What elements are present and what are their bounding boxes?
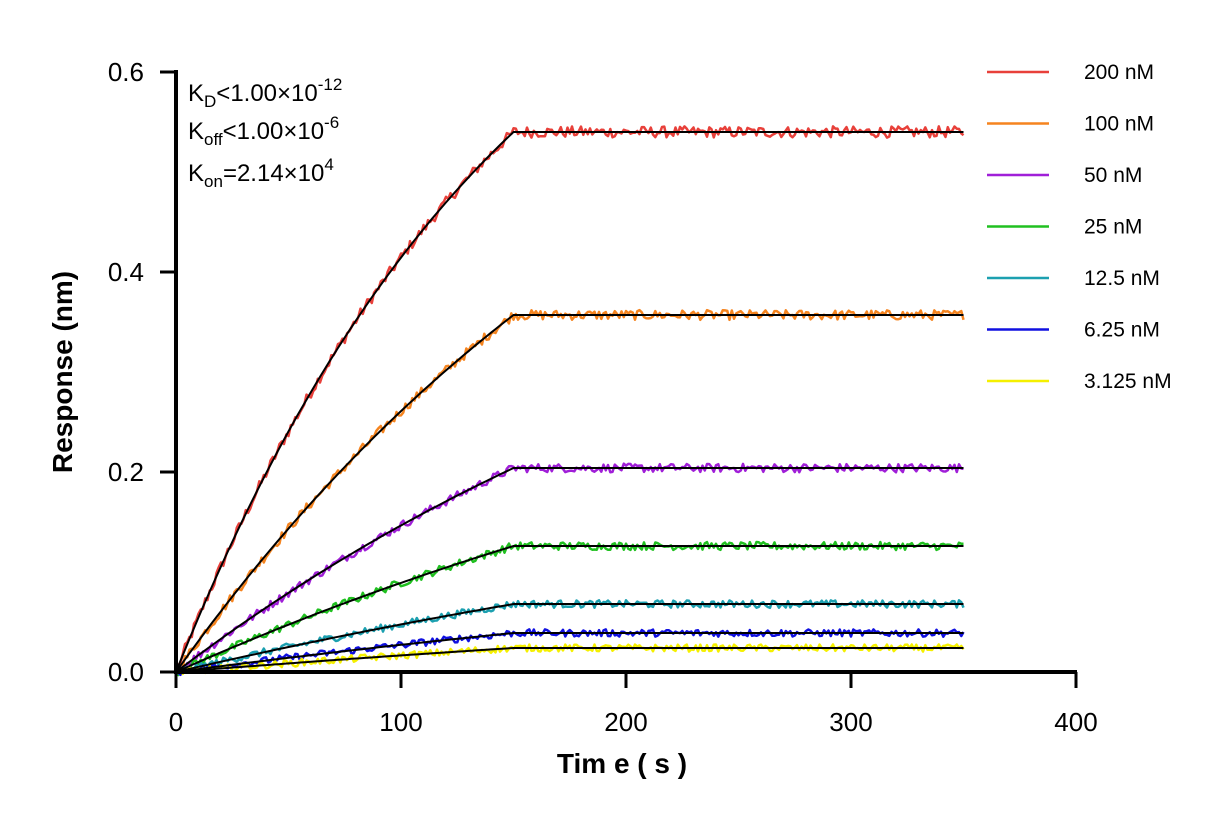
- fit-line: [175, 467, 964, 673]
- curve-layer: [174, 125, 965, 677]
- legend-label: 3.125 nM: [1084, 370, 1172, 393]
- x-tick-label: 0: [169, 707, 183, 737]
- x-axis-title: Tim e ( s ): [557, 748, 687, 779]
- legend-label: 50 nM: [1084, 164, 1142, 187]
- legend-label: 200 nM: [1084, 61, 1154, 84]
- legend-label: 25 nM: [1084, 216, 1142, 239]
- series-line: [174, 125, 965, 673]
- fit-line: [175, 647, 964, 673]
- x-tick-label: 200: [604, 707, 647, 737]
- legend-label: 100 nM: [1084, 113, 1154, 136]
- series-line: [175, 628, 965, 677]
- tick-layer: 0 100 200 300 400 0.0 0.2 0.4 0.6: [108, 57, 1098, 737]
- fit-line: [175, 603, 964, 673]
- y-tick-label: 0.6: [108, 57, 144, 87]
- kd-annotation: KD<1.00×10-12: [188, 75, 342, 111]
- x-tick-label: 400: [1054, 707, 1097, 737]
- kon-annotation: Kon=2.14×104: [188, 155, 334, 191]
- x-tick-label: 300: [829, 707, 872, 737]
- y-tick-label: 0.0: [108, 657, 144, 687]
- series-line: [175, 599, 965, 674]
- legend: 200 nM 100 nM 50 nM 25 nM 12.5 nM 6.25 nM 3.12…: [987, 61, 1172, 393]
- fit-line: [175, 632, 964, 673]
- series-line: [174, 308, 965, 673]
- x-tick-label: 100: [379, 707, 422, 737]
- fit-line: [175, 314, 964, 673]
- y-tick-label: 0.4: [108, 257, 144, 287]
- legend-label: 12.5 nM: [1084, 267, 1160, 290]
- series-line: [175, 643, 965, 676]
- fit-layer: [175, 131, 964, 673]
- fit-line: [175, 545, 964, 673]
- series-line: [175, 462, 964, 676]
- y-tick-label: 0.2: [108, 457, 144, 487]
- koff-annotation: Koff<1.00×10-6: [188, 113, 339, 149]
- y-axis-title: Response (nm): [47, 271, 78, 473]
- legend-label: 6.25 nM: [1084, 319, 1160, 342]
- kinetics-annotation: KD<1.00×10-12 Koff<1.00×10-6 Kon=2.14×10…: [188, 75, 342, 191]
- fit-line: [175, 131, 964, 673]
